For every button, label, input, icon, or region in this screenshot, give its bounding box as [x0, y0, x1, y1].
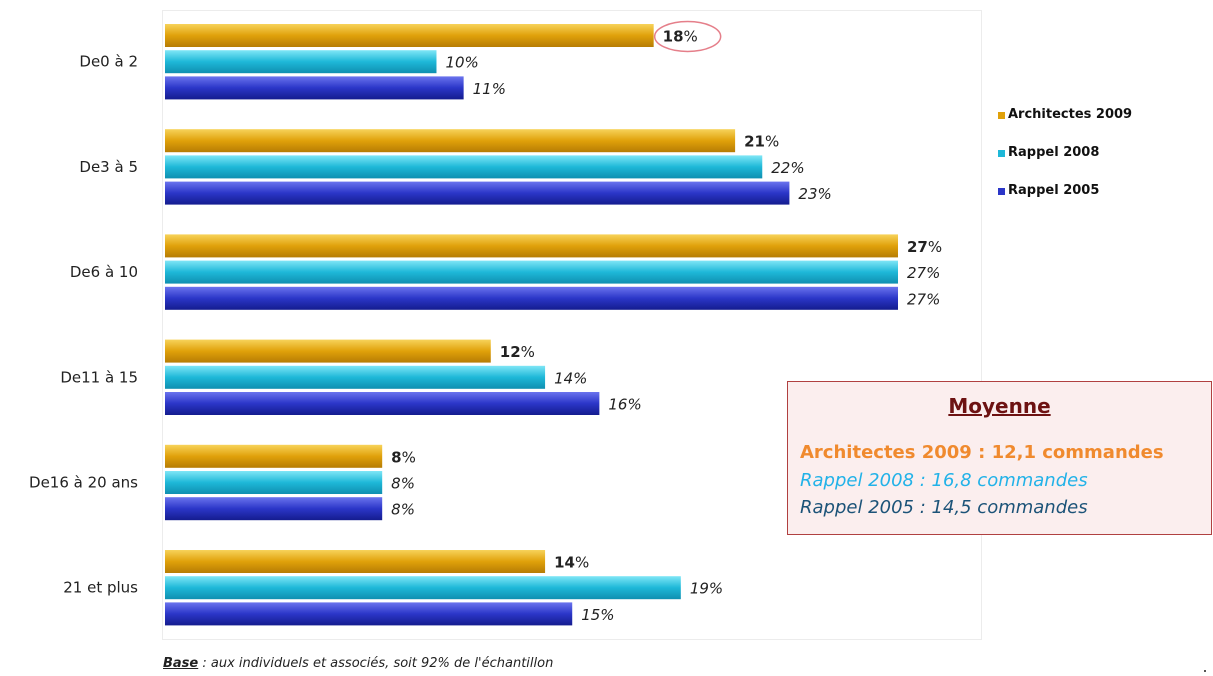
- bar-architectes-2009-de11-a-15: [165, 339, 491, 363]
- average-summary-box: Moyenne Architectes 2009 : 12,1 commande…: [787, 381, 1212, 535]
- legend-label: Rappel 2008: [1008, 144, 1100, 160]
- bar-rappel-2005-21-et-plus: [165, 602, 573, 626]
- value-label: 18%: [663, 28, 698, 46]
- bar-architectes-2009-21-et-plus: [165, 550, 546, 573]
- value-label: 8%: [391, 475, 415, 493]
- average-title: Moyenne: [948, 394, 1051, 418]
- value-label: 23%: [798, 185, 831, 203]
- average-architectes-2009: Architectes 2009 : 12,1 commandes: [800, 442, 1164, 463]
- legend-item-rappel-2005: Rappel 2005: [998, 171, 1132, 209]
- value-label: 8%: [391, 501, 415, 519]
- bar-architectes-2009-de6-a-10: [165, 234, 898, 258]
- bar-rappel-2008-de16-a-20-ans: [165, 471, 383, 494]
- value-label: 14%: [554, 369, 587, 387]
- legend-swatch: [998, 112, 1005, 119]
- bar-architectes-2009-de16-a-20-ans: [165, 444, 383, 468]
- footnote: Base : aux individuels et associés, soit…: [163, 656, 553, 671]
- value-label: 22%: [771, 159, 804, 177]
- bar-rappel-2005-de11-a-15: [165, 392, 600, 415]
- bar-rappel-2008-de3-a-5: [165, 155, 763, 179]
- plot-area: [162, 10, 982, 640]
- corner-mark: [1204, 670, 1206, 672]
- category-label: De0 à 2: [79, 53, 138, 71]
- average-rappel-2008: Rappel 2008 : 16,8 commandes: [800, 470, 1088, 491]
- bar-rappel-2008-de11-a-15: [165, 365, 546, 389]
- bar-rappel-2008-de6-a-10: [165, 260, 898, 284]
- category-label: 21 et plus: [63, 579, 138, 597]
- value-label: 10%: [445, 54, 478, 72]
- category-label: De11 à 15: [60, 368, 138, 386]
- legend-item-rappel-2008: Rappel 2008: [998, 133, 1132, 171]
- legend: Architectes 2009 Rappel 2008 Rappel 2005: [998, 95, 1132, 209]
- bar-rappel-2005-de16-a-20-ans: [165, 497, 383, 521]
- value-label: 19%: [690, 580, 723, 598]
- value-label: 11%: [473, 80, 506, 98]
- footnote-text: : aux individuels et associés, soit 92% …: [198, 656, 554, 671]
- legend-swatch: [998, 150, 1005, 157]
- legend-swatch: [998, 188, 1005, 195]
- value-label: 12%: [500, 343, 535, 361]
- highlight-ellipse: [653, 20, 722, 53]
- legend-label: Rappel 2005: [1008, 182, 1100, 198]
- bar-rappel-2008-21-et-plus: [165, 576, 681, 600]
- bar-rappel-2005-de3-a-5: [165, 181, 790, 205]
- value-label: 15%: [581, 606, 614, 624]
- category-label: De3 à 5: [79, 158, 138, 176]
- bar-rappel-2008-de0-a-2: [165, 50, 437, 74]
- value-label: 21%: [744, 133, 779, 151]
- value-label: 14%: [554, 554, 589, 572]
- category-label: De16 à 20 ans: [29, 474, 138, 492]
- average-rappel-2005: Rappel 2005 : 14,5 commandes: [800, 497, 1088, 518]
- bar-rappel-2005-de0-a-2: [165, 76, 464, 100]
- value-label: 27%: [907, 238, 942, 256]
- value-label: 27%: [907, 290, 940, 308]
- footnote-base: Base: [163, 656, 199, 671]
- legend-label: Architectes 2009: [1008, 106, 1133, 122]
- legend-item-architectes-2009: Architectes 2009: [998, 95, 1132, 133]
- bar-rappel-2005-de6-a-10: [165, 286, 898, 310]
- bar-architectes-2009-de3-a-5: [165, 129, 736, 153]
- category-label: De6 à 10: [70, 263, 138, 281]
- value-label: 8%: [391, 448, 416, 466]
- value-label: 27%: [907, 264, 940, 282]
- value-label: 16%: [608, 396, 641, 414]
- bar-architectes-2009-de0-a-2: [165, 24, 654, 47]
